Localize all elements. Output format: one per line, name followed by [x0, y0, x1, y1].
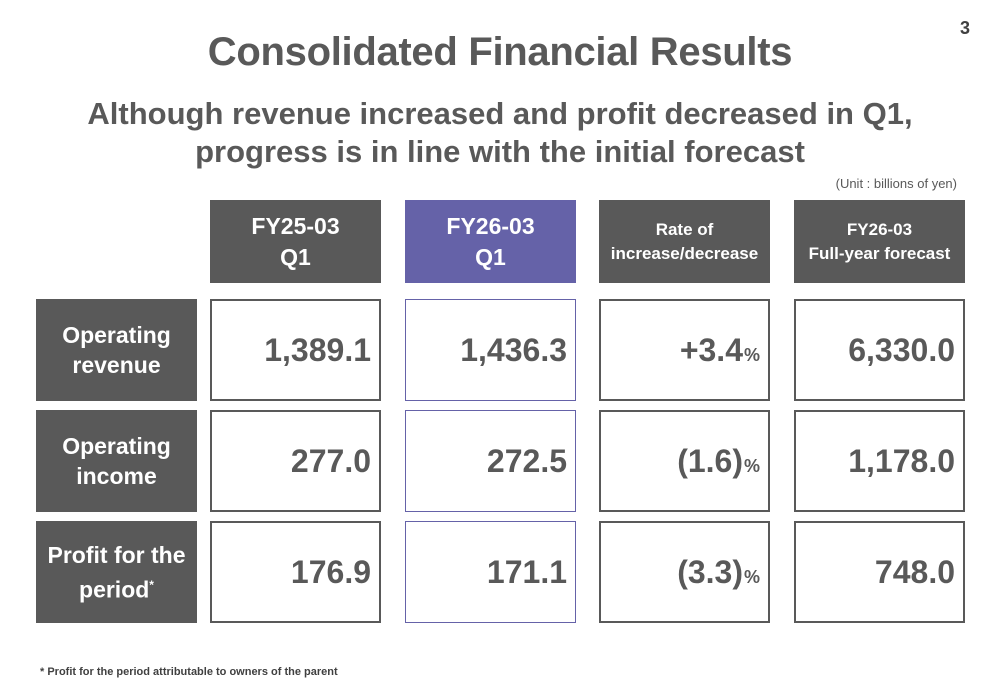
col-header-fy25-q1: FY25-03 Q1: [210, 200, 381, 283]
col-header-forecast: FY26-03 Full-year forecast: [794, 200, 965, 283]
row-header-profit-for-period: Profit for the period*: [36, 521, 197, 623]
cell-income-fy25-q1: 277.0: [210, 410, 381, 512]
cell-revenue-fy25-q1: 1,389.1: [210, 299, 381, 401]
cell-income-fy26-q1: 272.5: [405, 410, 576, 512]
cell-revenue-rate: +3.4%: [599, 299, 770, 401]
cell-value: 171.1: [486, 553, 567, 590]
cell-value: 748.0: [874, 553, 955, 590]
subtitle-line-2: progress is in line with the initial for…: [195, 134, 805, 169]
col-header-line1: FY26-03: [446, 212, 535, 239]
col-header-line2: Full-year forecast: [808, 243, 951, 263]
cell-value: (3.3): [677, 553, 743, 590]
percent-symbol: %: [743, 344, 760, 365]
cell-value: 272.5: [486, 442, 567, 479]
cell-profit-rate: (3.3)%: [599, 521, 770, 623]
subtitle-line-1: Although revenue increased and profit de…: [87, 96, 913, 131]
row-header-line1: Operating: [62, 322, 171, 348]
page-title: Consolidated Financial Results: [207, 30, 793, 74]
col-header-line2: increase/decrease: [610, 243, 759, 263]
col-header-line1: FY26-03: [846, 219, 913, 239]
cell-profit-forecast: 748.0: [794, 521, 965, 623]
row-header-line1: Profit for the: [47, 541, 186, 568]
row-header-line1: Operating: [62, 433, 171, 459]
cell-value: 277.0: [290, 442, 371, 479]
col-header-line2: Q1: [475, 243, 506, 270]
percent-symbol: %: [743, 566, 760, 587]
subtitle: Although revenue increased and profit de…: [0, 95, 1000, 171]
cell-value: 1,436.3: [460, 331, 567, 368]
row-header-operating-revenue: Operating revenue: [36, 299, 197, 401]
cell-value: +3.4: [679, 331, 743, 368]
cell-value: 6,330.0: [848, 331, 955, 368]
col-header-line1: Rate of: [655, 219, 714, 239]
row-header-operating-income: Operating income: [36, 410, 197, 512]
cell-value: 1,389.1: [264, 331, 371, 368]
unit-note: (Unit : billions of yen): [835, 176, 957, 191]
cell-value: (1.6): [677, 442, 743, 479]
col-header-line1: FY25-03: [251, 212, 340, 239]
col-header-line2: Q1: [280, 243, 311, 270]
cell-profit-fy25-q1: 176.9: [210, 521, 381, 623]
footnote-mark: *: [149, 577, 154, 592]
cell-revenue-fy26-q1: 1,436.3: [405, 299, 576, 401]
row-header-line2: income: [76, 463, 157, 489]
cell-profit-fy26-q1: 171.1: [405, 521, 576, 623]
footnote: * Profit for the period attributable to …: [40, 666, 338, 678]
cell-income-forecast: 1,178.0: [794, 410, 965, 512]
col-header-rate: Rate of increase/decrease: [599, 200, 770, 283]
row-header-line2-text: period: [79, 576, 150, 603]
page-number: 3: [960, 18, 971, 38]
cell-value: 176.9: [290, 553, 371, 590]
cell-income-rate: (1.6)%: [599, 410, 770, 512]
row-header-line2: revenue: [72, 352, 161, 378]
col-header-fy26-q1: FY26-03 Q1: [405, 200, 576, 283]
cell-revenue-forecast: 6,330.0: [794, 299, 965, 401]
cell-value: 1,178.0: [848, 442, 955, 479]
row-header-line2: period*: [79, 570, 154, 605]
percent-symbol: %: [743, 455, 760, 476]
